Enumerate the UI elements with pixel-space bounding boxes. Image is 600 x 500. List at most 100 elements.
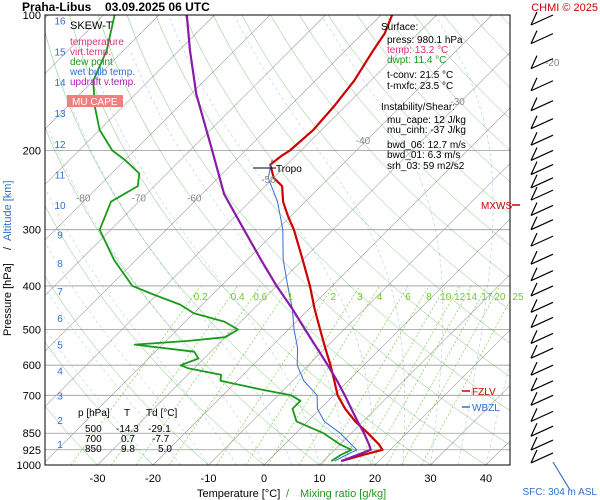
- isotherm-line: [319, 274, 510, 465]
- isotherm-line: [152, 107, 510, 465]
- tropopause-label: Tropo: [276, 164, 302, 175]
- pressure-tick-label: 400: [23, 281, 41, 293]
- moist-adiabat-line: [45, 241, 209, 465]
- surface-info: Surface: press: 980.1 hPa temp: 13.2 °C …: [381, 22, 466, 172]
- mixing-ratio-label: 4: [377, 292, 383, 303]
- dry-adiabat-line: [155, 15, 510, 411]
- wind-barb-shaft: [530, 452, 554, 464]
- altitude-tick-label: 5: [57, 341, 63, 352]
- wind-barb-shaft: [530, 380, 554, 392]
- legend-wet-bulb: wet bulb temp.: [69, 67, 135, 78]
- wind-barb-flag: [530, 174, 538, 189]
- wind-barb-flag: [530, 408, 538, 422]
- altitude-tick-label: 1: [57, 440, 63, 451]
- moist-adiabat-line: [129, 50, 348, 465]
- credit-label: CHMI © 2025: [531, 2, 598, 14]
- annotations: Tropo MXWS FZLV WBZL SFC: 304 m ASL: [253, 164, 597, 498]
- wind-barb-shaft: [530, 410, 554, 422]
- wind-barb-flag: [530, 11, 538, 26]
- wind-barb-flag: [530, 250, 538, 265]
- mixing-ratio-label: 0.2: [194, 292, 208, 303]
- temperature-tick-label: 40: [480, 473, 492, 485]
- isotherm-line: [45, 15, 326, 296]
- x-axis-title: Temperature [°C]: [197, 488, 280, 500]
- wind-barb-shaft: [530, 425, 554, 437]
- mixing-ratio-label: 12: [454, 292, 466, 303]
- dry-adiabat-line: [299, 15, 510, 246]
- wind-barb-shaft: [530, 33, 554, 45]
- dry-adiabat-line: [270, 15, 510, 278]
- mixing-ratio-line: [421, 300, 510, 465]
- wind-barb-shaft: [530, 80, 554, 92]
- mixing-ratio-label: 6: [405, 292, 411, 303]
- altitude-tick-label: 16: [54, 17, 66, 28]
- pressure-tick-label: 100: [23, 10, 41, 22]
- parcel-profile: [185, 15, 372, 463]
- altitude-tick-label: 9: [57, 230, 63, 241]
- isotherm-label: -50: [261, 175, 276, 186]
- wind-barb-shaft: [530, 270, 554, 282]
- wind-barb-shaft: [530, 149, 554, 162]
- mixing-ratio-line: [340, 285, 447, 465]
- dry-adiabat-line: [45, 126, 320, 465]
- moist-adiabat-line: [435, 15, 494, 465]
- instab-mu-cinh: mu_cinh: -37 J/kg: [387, 125, 466, 136]
- chart-series: [92, 15, 394, 463]
- legend-title: SKEW-T: [70, 20, 113, 32]
- dewpoint-profile: [92, 15, 353, 462]
- pressure-tick-label: 850: [23, 428, 41, 440]
- pressure-tick-label: 700: [23, 390, 41, 402]
- mu-cape-badge: [67, 95, 123, 107]
- isotherm-label: -30: [450, 97, 465, 108]
- temperature-tick-label: 0: [261, 473, 267, 485]
- instab-srh-03: srh_03: 59 m2/s2: [387, 161, 465, 172]
- x-axis-separator: /: [286, 488, 290, 500]
- legend-updraft: updraft v.temp.: [70, 77, 136, 88]
- isotherm-line: [45, 15, 160, 130]
- altitude-tick-label: 15: [54, 47, 66, 58]
- level-table: p [hPa] T Td [°C] 500 -14.3 -29.1 700 0.…: [78, 408, 177, 455]
- wind-barb-shaft: [530, 204, 554, 217]
- chart-axes: 0.2 0.4 0.6 1 2 3 4 6 8 10 12 14 17 20 25-80 -70 -60-50-…: [17, 10, 560, 485]
- dry-adiabat-line: [126, 15, 510, 446]
- pressure-tick-label: 300: [23, 225, 41, 237]
- wind-barb-flag: [530, 147, 538, 161]
- wind-barb-flag: [530, 392, 538, 406]
- wind-barb-flag: [530, 202, 538, 216]
- y-axis-separator: /: [2, 246, 14, 250]
- station-title: Praha-Libus: [22, 0, 92, 14]
- wind-barb-shaft: [530, 164, 554, 176]
- moist-adiabat-line: [45, 187, 237, 465]
- isotherm-line: [45, 15, 493, 463]
- wind-barb-flag: [530, 361, 538, 376]
- mixing-ratio-label: 20: [494, 292, 506, 303]
- wind-barbs: [530, 11, 571, 491]
- wind-barb-flag: [530, 436, 538, 451]
- wind-barb-flag: [530, 30, 538, 44]
- mu-cape-badge-label: MU CAPE: [72, 97, 118, 108]
- wind-barb-shaft: [530, 364, 554, 376]
- surface-dwpt: dwpt: 11.4 °C: [387, 55, 446, 66]
- wind-barb-flag: [530, 377, 538, 392]
- wind-barb-shaft: [530, 301, 554, 313]
- surface-tmxfc: t-mxfc: 23.5 °C: [387, 81, 453, 92]
- table-header-t: T: [124, 408, 130, 419]
- moist-adiabat-line: [71, 106, 293, 465]
- dry-adiabat-line: [69, 15, 431, 465]
- moist-adiabat-line: [168, 15, 376, 465]
- mixing-ratio-line: [322, 285, 430, 465]
- mixing-ratio-line: [298, 285, 409, 465]
- mixing-ratio-label: 17: [481, 292, 493, 303]
- surface-temp: temp: 13.2 °C: [387, 45, 448, 56]
- pressure-tick-label: 500: [23, 325, 41, 337]
- isotherm-line: [45, 15, 382, 352]
- y-axis-title: Pressure [hPa]: [2, 263, 14, 336]
- wind-barb-flag: [530, 314, 538, 328]
- table-cell: 9.8: [121, 444, 135, 455]
- wind-barb-flag: [530, 282, 538, 297]
- table-cell: -29.1: [148, 424, 171, 435]
- wind-barb-shaft: [530, 316, 554, 328]
- isotherm-line: [208, 163, 510, 465]
- legend: SKEW-T temperature virt.temp. dew point …: [67, 20, 136, 108]
- pressure-tick-label: 600: [23, 360, 41, 372]
